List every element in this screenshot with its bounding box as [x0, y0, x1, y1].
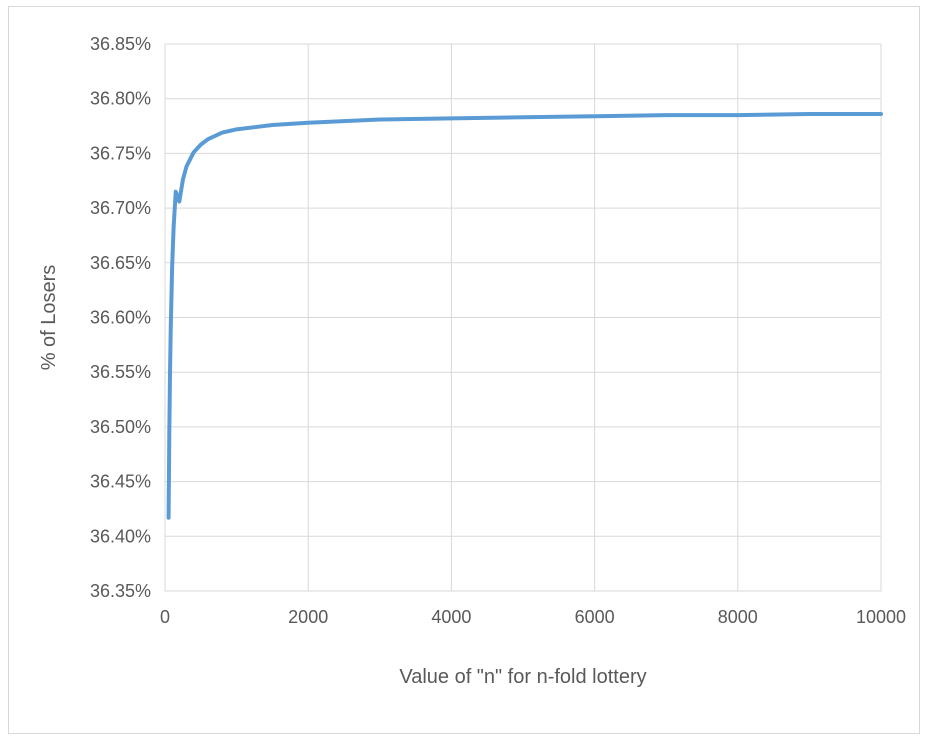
x-tick-label: 6000: [575, 607, 615, 627]
y-tick-label: 36.65%: [90, 253, 151, 273]
series-line: [166, 112, 883, 520]
y-tick-label: 36.60%: [90, 308, 151, 328]
x-tick-label: 0: [160, 607, 170, 627]
y-tick-label: 36.40%: [90, 526, 151, 546]
line-chart: 0 2000 4000 6000 8000 10000 36.35% 36.40% 36.45…: [38, 34, 906, 688]
x-tick-label: 4000: [431, 607, 471, 627]
gridlines: [164, 43, 882, 592]
x-tick-label: 8000: [718, 607, 758, 627]
y-tick-label: 36.55%: [90, 362, 151, 382]
y-axis-title: % of Losers: [38, 265, 60, 371]
y-tick-label: 36.70%: [90, 198, 151, 218]
y-axis-tick-labels: 36.35% 36.40% 36.45% 36.50% 36.55% 36.60% 36.6…: [90, 34, 151, 601]
x-axis-tick-labels: 0 2000 4000 6000 8000 10000: [160, 607, 906, 627]
y-tick-label: 36.35%: [90, 581, 151, 601]
chart-frame: 0 2000 4000 6000 8000 10000 36.35% 36.40% 36.45…: [8, 6, 920, 734]
y-tick-label: 36.85%: [90, 34, 151, 54]
y-tick-label: 36.80%: [90, 89, 151, 109]
x-axis-title: Value of "n" for n-fold lottery: [399, 666, 646, 688]
series-layer: [166, 112, 883, 520]
y-tick-label: 36.45%: [90, 472, 151, 492]
x-tick-label: 10000: [856, 607, 906, 627]
y-tick-label: 36.75%: [90, 143, 151, 163]
y-tick-label: 36.50%: [90, 417, 151, 437]
x-tick-label: 2000: [288, 607, 328, 627]
